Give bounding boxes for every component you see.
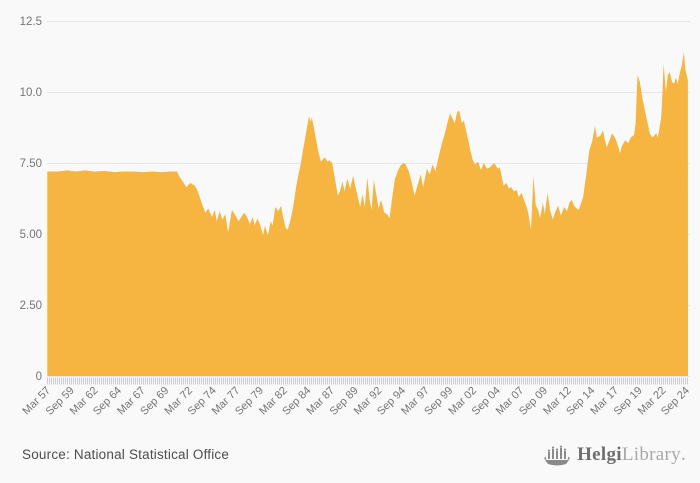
y-axis-tick-label: 7.50 [20,158,42,170]
logo-text-period: . [680,443,686,465]
area-series [47,52,689,376]
helgi-library-logo[interactable]: Helgi Library. [543,442,686,467]
chart-footer: Source: National Statistical Office Helg… [0,432,700,483]
source-text: Source: National Statistical Office [22,447,230,462]
y-axis-tick-label: 2.50 [20,300,42,312]
y-axis-tick-label: 10.0 [20,87,42,99]
y-axis-tick-label: 5.00 [20,229,42,241]
logo-text-library: Library [621,443,681,465]
area-chart: 0 2.50 5.00 7.50 10.0 12.5 Mar 57 Sep 59 Mar 62 S… [20,16,693,418]
logo-text-helgi: Helgi [577,443,622,465]
y-axis-tick-label: 12.5 [20,16,42,28]
y-axis-tick-label: 0 [36,371,42,383]
viking-ship-icon [544,445,570,466]
